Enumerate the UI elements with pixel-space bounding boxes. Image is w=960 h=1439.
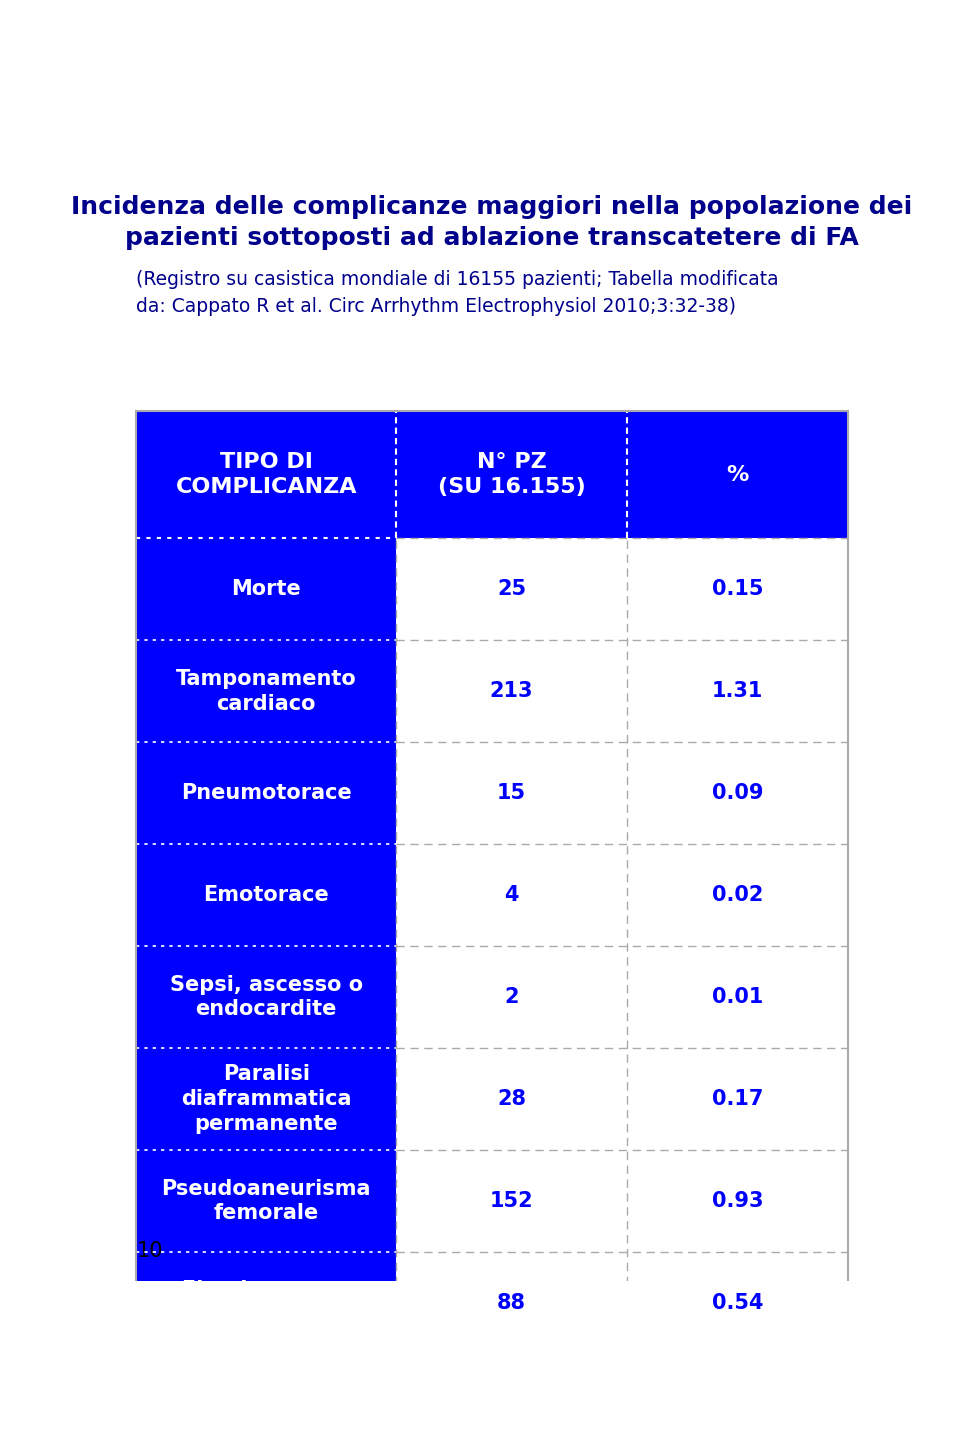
FancyBboxPatch shape xyxy=(627,845,848,945)
FancyBboxPatch shape xyxy=(136,1048,396,1150)
Text: 25: 25 xyxy=(497,580,526,599)
Text: 0.93: 0.93 xyxy=(711,1191,763,1212)
Text: %: % xyxy=(726,465,749,485)
FancyBboxPatch shape xyxy=(627,1252,848,1354)
Text: 28: 28 xyxy=(497,1089,526,1109)
FancyBboxPatch shape xyxy=(136,945,396,1048)
Text: (Registro su casistica mondiale di 16155 pazienti; Tabella modificata
da: Cappat: (Registro su casistica mondiale di 16155… xyxy=(136,271,779,315)
FancyBboxPatch shape xyxy=(136,412,396,538)
FancyBboxPatch shape xyxy=(627,945,848,1048)
Text: 10: 10 xyxy=(136,1240,163,1261)
FancyBboxPatch shape xyxy=(396,412,627,538)
FancyBboxPatch shape xyxy=(396,845,627,945)
Text: 15: 15 xyxy=(497,783,526,803)
Text: Sepsi, ascesso o
endocardite: Sepsi, ascesso o endocardite xyxy=(170,974,363,1019)
Text: Pneumotorace: Pneumotorace xyxy=(180,783,351,803)
FancyBboxPatch shape xyxy=(627,640,848,743)
Text: Tamponamento
cardiaco: Tamponamento cardiaco xyxy=(176,669,356,714)
Text: 152: 152 xyxy=(490,1191,534,1212)
Text: TIPO DI
COMPLICANZA: TIPO DI COMPLICANZA xyxy=(176,452,357,496)
Text: pazienti sottoposti ad ablazione transcatetere di FA: pazienti sottoposti ad ablazione transca… xyxy=(125,226,859,250)
FancyBboxPatch shape xyxy=(627,1150,848,1252)
Text: Paralisi
diaframmatica
permanente: Paralisi diaframmatica permanente xyxy=(180,1065,351,1134)
FancyBboxPatch shape xyxy=(396,538,627,640)
Text: Pseudoaneurisma
femorale: Pseudoaneurisma femorale xyxy=(161,1179,371,1223)
Text: 0.01: 0.01 xyxy=(711,987,763,1007)
Text: 0.02: 0.02 xyxy=(711,885,763,905)
FancyBboxPatch shape xyxy=(136,640,396,743)
FancyBboxPatch shape xyxy=(627,743,848,845)
FancyBboxPatch shape xyxy=(627,538,848,640)
FancyBboxPatch shape xyxy=(136,1252,396,1354)
Text: 1.31: 1.31 xyxy=(711,681,763,701)
FancyBboxPatch shape xyxy=(396,1150,627,1252)
Text: Fistola artero-
venosa: Fistola artero- venosa xyxy=(181,1281,350,1325)
Text: 88: 88 xyxy=(497,1292,526,1312)
FancyBboxPatch shape xyxy=(396,1048,627,1150)
Text: 2: 2 xyxy=(504,987,518,1007)
Text: 0.54: 0.54 xyxy=(711,1292,763,1312)
FancyBboxPatch shape xyxy=(136,743,396,845)
Text: Emotorace: Emotorace xyxy=(204,885,329,905)
Text: 0.15: 0.15 xyxy=(711,580,763,599)
FancyBboxPatch shape xyxy=(136,845,396,945)
FancyBboxPatch shape xyxy=(396,1252,627,1354)
FancyBboxPatch shape xyxy=(396,640,627,743)
FancyBboxPatch shape xyxy=(627,1048,848,1150)
Text: Morte: Morte xyxy=(231,580,301,599)
Text: Incidenza delle complicanze maggiori nella popolazione dei: Incidenza delle complicanze maggiori nel… xyxy=(71,194,913,219)
Text: 0.17: 0.17 xyxy=(711,1089,763,1109)
Text: 4: 4 xyxy=(504,885,518,905)
FancyBboxPatch shape xyxy=(136,538,396,640)
FancyBboxPatch shape xyxy=(627,412,848,538)
FancyBboxPatch shape xyxy=(396,743,627,845)
FancyBboxPatch shape xyxy=(136,1150,396,1252)
Text: 0.09: 0.09 xyxy=(711,783,763,803)
FancyBboxPatch shape xyxy=(396,945,627,1048)
Text: N° PZ
(SU 16.155): N° PZ (SU 16.155) xyxy=(438,452,586,496)
Text: 213: 213 xyxy=(490,681,534,701)
